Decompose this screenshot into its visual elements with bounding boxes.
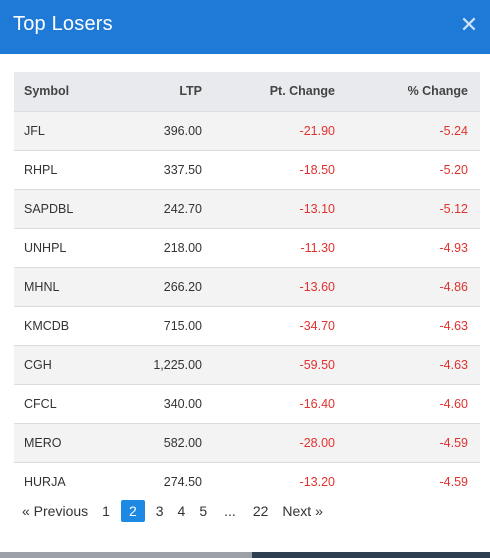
cell-pct-change: -4.86 <box>439 279 469 294</box>
cell-pt-change: -11.30 <box>300 240 335 255</box>
cell-symbol: JFL <box>24 123 45 138</box>
table-row[interactable]: CGH 1,225.00 -59.50 -4.63 <box>14 345 480 384</box>
cell-pt-change: -13.20 <box>299 474 335 489</box>
pagination-ellipsis: ... <box>224 503 236 519</box>
header-pt-change[interactable]: Pt. Change <box>269 84 335 99</box>
cell-pt-change: -16.40 <box>299 396 335 411</box>
table-row[interactable]: SAPDBL 242.70 -13.10 -5.12 <box>14 189 480 228</box>
cell-pct-change: -5.24 <box>439 123 469 138</box>
close-icon[interactable]: ✕ <box>459 12 479 37</box>
cell-ltp: 242.70 <box>163 201 202 216</box>
page-22-button[interactable]: 22 <box>252 503 269 519</box>
bottom-bar-dark-segment <box>252 552 490 558</box>
cell-pct-change: -4.59 <box>439 474 469 489</box>
cell-ltp: 340.00 <box>163 396 202 411</box>
cell-symbol: MERO <box>24 435 62 450</box>
page-3-button[interactable]: 3 <box>155 503 164 519</box>
losers-table-container: Symbol LTP Pt. Change % Change JFL 396.00… <box>14 72 480 501</box>
cell-pt-change: -13.10 <box>299 201 335 216</box>
cell-symbol: KMCDB <box>24 318 70 333</box>
page-2-button[interactable]: 2 <box>120 500 145 522</box>
header-ltp[interactable]: LTP <box>179 84 202 99</box>
cell-ltp: 582.00 <box>163 435 202 450</box>
page-5-button[interactable]: 5 <box>199 503 208 519</box>
cell-ltp: 218.00 <box>163 240 202 255</box>
cell-pct-change: -5.20 <box>439 162 469 177</box>
cell-pct-change: -4.63 <box>439 318 469 333</box>
cell-ltp: 266.20 <box>163 279 202 294</box>
cell-pt-change: -28.00 <box>299 435 335 450</box>
cell-ltp: 274.50 <box>163 474 202 489</box>
cell-pt-change: -34.70 <box>299 318 335 333</box>
cell-ltp: 1,225.00 <box>153 357 202 372</box>
losers-table: Symbol LTP Pt. Change % Change JFL 396.00… <box>14 72 480 501</box>
cell-pct-change: -4.63 <box>439 357 469 372</box>
modal-title: Top Losers <box>13 13 113 35</box>
cell-symbol: UNHPL <box>24 240 67 255</box>
table-row[interactable]: HURJA 274.50 -13.20 -4.59 <box>14 462 480 501</box>
cell-symbol: HURJA <box>24 474 66 489</box>
cell-pct-change: -4.59 <box>439 435 469 450</box>
table-row[interactable]: UNHPL 218.00 -11.30 -4.93 <box>14 228 480 267</box>
cell-symbol: RHPL <box>24 162 58 177</box>
table-row[interactable]: JFL 396.00 -21.90 -5.24 <box>14 111 480 150</box>
next-page-button[interactable]: Next » <box>282 503 323 519</box>
cell-pt-change: -59.50 <box>299 357 335 372</box>
cell-ltp: 715.00 <box>163 318 202 333</box>
table-row[interactable]: MHNL 266.20 -13.60 -4.86 <box>14 267 480 306</box>
header-pct-change[interactable]: % Change <box>407 84 468 99</box>
table-row[interactable]: MERO 582.00 -28.00 -4.59 <box>14 423 480 462</box>
table-row[interactable]: KMCDB 715.00 -34.70 -4.63 <box>14 306 480 345</box>
cell-ltp: 396.00 <box>163 123 202 138</box>
cell-pct-change: -4.60 <box>439 396 469 411</box>
cell-ltp: 337.50 <box>163 162 202 177</box>
bottom-bar <box>0 552 490 558</box>
modal-header: Top Losers ✕ <box>0 0 490 54</box>
table-row[interactable]: RHPL 337.50 -18.50 -5.20 <box>14 150 480 189</box>
cell-symbol: CFCL <box>24 396 57 411</box>
cell-pct-change: -5.12 <box>439 201 469 216</box>
cell-pt-change: -18.50 <box>299 162 335 177</box>
cell-pct-change: -4.93 <box>439 240 469 255</box>
table-header-row: Symbol LTP Pt. Change % Change <box>14 72 480 111</box>
header-symbol[interactable]: Symbol <box>24 84 70 99</box>
cell-symbol: SAPDBL <box>24 201 74 216</box>
table-row[interactable]: CFCL 340.00 -16.40 -4.60 <box>14 384 480 423</box>
cell-pt-change: -13.60 <box>299 279 335 294</box>
page-1-button[interactable]: 1 <box>102 503 110 519</box>
cell-symbol: MHNL <box>24 279 60 294</box>
previous-page-button[interactable]: « Previous <box>22 503 89 519</box>
cell-pt-change: -21.90 <box>299 123 335 138</box>
page-4-button[interactable]: 4 <box>177 503 186 519</box>
cell-symbol: CGH <box>24 357 52 372</box>
pagination: « Previous 1 2 3 4 5 ... 22 Next » <box>14 500 330 522</box>
